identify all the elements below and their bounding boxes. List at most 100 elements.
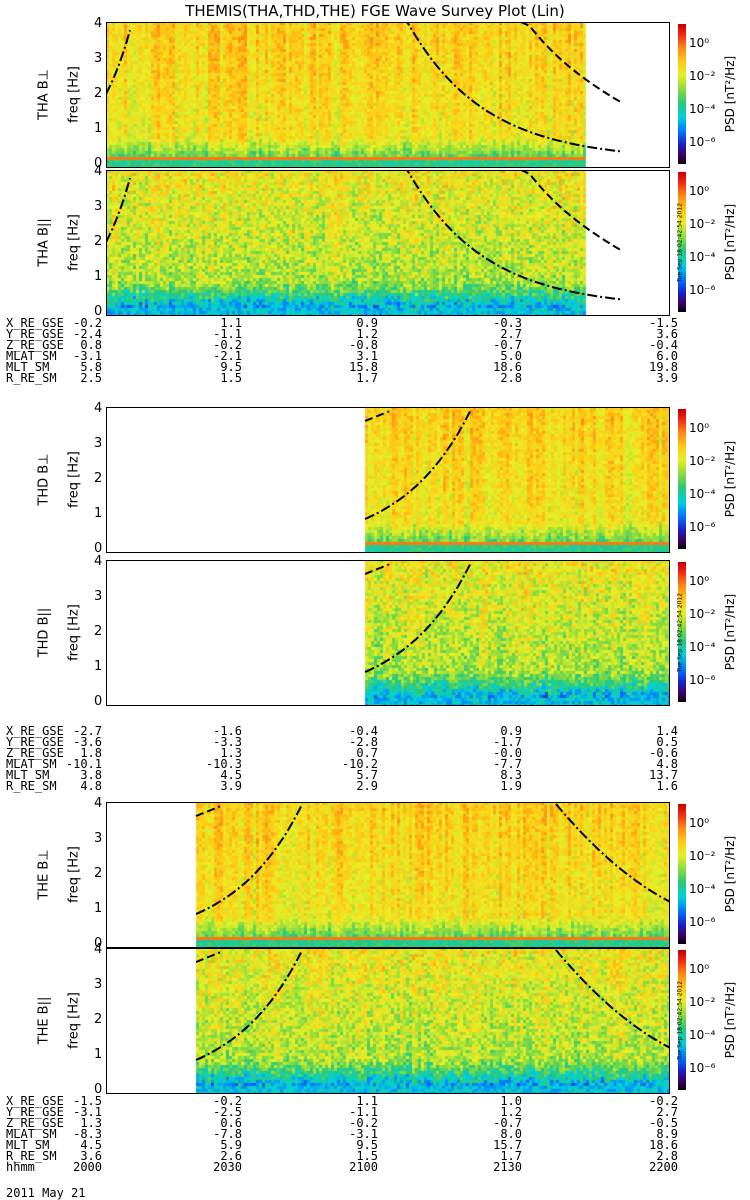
y-tick-label: 4 xyxy=(94,16,103,31)
ephemeris-value: -0.2 xyxy=(213,1094,242,1108)
ephemeris-value: 5.0 xyxy=(500,349,522,363)
chart-title: THEMIS(THA,THD,THE) FGE Wave Survey Plot… xyxy=(185,2,565,20)
ephemeris-value: 1.5 xyxy=(356,1149,378,1163)
ephemeris-row-name: Z_RE_GSE xyxy=(6,746,64,760)
ephemeris-row: Z_RE_GSE 1.8 1.3 0.7 -0.0 -0.6 xyxy=(6,746,746,760)
cyclotron-curve xyxy=(106,29,131,95)
colorbar-tick-label: 10⁻⁴ xyxy=(689,1028,716,1042)
y-tick-label: 3 xyxy=(94,51,103,66)
ephemeris-value: 6.0 xyxy=(656,349,678,363)
ephemeris-value: -7.7 xyxy=(493,757,522,771)
ephemeris-row-name: R_RE_SM xyxy=(6,779,57,793)
colorbar-tick-label: 10⁰ xyxy=(689,574,710,588)
ephemeris-row-name: MLT_SM xyxy=(6,360,50,374)
ephemeris-value: -2.8 xyxy=(349,735,378,749)
plot-frame xyxy=(106,560,670,706)
colorbar-label: PSD [nT²/Hz] xyxy=(723,55,737,133)
cyclotron-curves xyxy=(195,803,670,915)
ephemeris-value: 8.0 xyxy=(500,1127,522,1141)
ephemeris-value: -0.2 xyxy=(73,316,102,330)
ephemeris-row-name: MLAT_SM xyxy=(6,757,57,771)
colorbar-tick-label: 10⁻² xyxy=(689,995,716,1009)
ephemeris-value: -1.5 xyxy=(73,1094,102,1108)
panel-ylabel: THE B⊥ xyxy=(36,849,52,900)
cyclotron-curve xyxy=(195,952,302,1061)
plot-frame xyxy=(106,948,670,1094)
cyclotron-curve xyxy=(364,564,471,673)
ephemeris-value: 2100 xyxy=(349,1160,378,1174)
ephemeris-value: 3.6 xyxy=(656,327,678,341)
ephemeris-value: -3.1 xyxy=(73,349,102,363)
ephemeris-row-name: Z_RE_GSE xyxy=(6,1116,64,1130)
ephemeris-value: -2.7 xyxy=(73,724,102,738)
ephemeris-value: -3.1 xyxy=(73,1105,102,1119)
ephemeris-value: -3.3 xyxy=(213,735,242,749)
plot-frame xyxy=(106,802,670,948)
ephemeris-row: MLAT_SM -8.3 -7.8 -3.1 8.0 8.9 xyxy=(6,1127,746,1141)
ephemeris-value: -1.1 xyxy=(349,1105,378,1119)
ephemeris-row-name: MLT_SM xyxy=(6,1138,50,1152)
ephemeris-value: 1.3 xyxy=(80,1116,102,1130)
ephemeris-value: 5.8 xyxy=(80,360,102,374)
y-tick-label: 1 xyxy=(94,659,103,674)
ephemeris-value: 2130 xyxy=(493,1160,522,1174)
ephemeris-value: 2.9 xyxy=(356,779,378,793)
panel-ylabel: THA B⊥ xyxy=(36,69,52,120)
ephemeris-value: 1.2 xyxy=(356,327,378,341)
ephemeris-row-name: MLT_SM xyxy=(6,768,50,782)
ephemeris-row-name: MLAT_SM xyxy=(6,349,57,363)
spectrogram-image xyxy=(106,948,670,1094)
colorbar-label: PSD [nT²/Hz] xyxy=(723,203,737,281)
colorbar-tick-label: 10⁻⁴ xyxy=(689,882,716,896)
cyclotron-curve xyxy=(364,563,390,575)
ephemeris-value: -1.1 xyxy=(213,327,242,341)
y-tick-label: 0 xyxy=(94,936,103,951)
ephemeris-table: X_RE_GSE -0.2 1.1 0.9 -0.3 -1.5 Y_RE_GSE -2.4 -1… xyxy=(6,316,746,385)
timestamp-stamp: Tue Sep 18 02:42:54 2012 xyxy=(676,202,684,283)
ephemeris-row: MLAT_SM -10.1 -10.3 -10.2 -7.7 4.8 xyxy=(6,757,746,771)
timestamp-stamp: Tue Sep 18 02:42:54 2012 xyxy=(676,980,684,1061)
y-tick-label: 1 xyxy=(94,506,103,521)
colorbar-tick-label: 10⁰ xyxy=(689,816,710,830)
panel-ylabel: THD B⊥ xyxy=(36,453,52,506)
ephemeris-value: 2200 xyxy=(649,1160,678,1174)
colorbar-tick-label: 10⁻⁴ xyxy=(689,487,716,501)
ephemeris-value: -10.2 xyxy=(341,757,378,771)
y-tick-label: 2 xyxy=(94,1012,103,1027)
ephemeris-value: 3.6 xyxy=(80,1149,102,1163)
colorbar-tick-label: 10⁻⁶ xyxy=(689,283,716,297)
ephemeris-value: 0.9 xyxy=(356,316,378,330)
ephemeris-row-name: Y_RE_GSE xyxy=(6,327,64,341)
colorbar-tick-label: 10⁻² xyxy=(689,607,716,621)
ephemeris-value: 1.8 xyxy=(80,746,102,760)
ephemeris-value: 1.1 xyxy=(356,1094,378,1108)
ephemeris-row-name: hhmm xyxy=(6,1160,35,1174)
ephemeris-value: 1.6 xyxy=(656,779,678,793)
ephemeris-value: -0.4 xyxy=(349,724,378,738)
y-tick-label: 2 xyxy=(94,471,103,486)
ephemeris-value: 4.5 xyxy=(80,1138,102,1152)
ephemeris-value: 9.5 xyxy=(220,360,242,374)
ephemeris-value: 3.9 xyxy=(656,371,678,385)
panel-ylabel: THA B|| xyxy=(36,218,52,267)
panel-ylabel-units: freq [Hz] xyxy=(66,66,82,123)
colorbar-tick-label: 10⁻⁶ xyxy=(689,915,716,929)
ephemeris-row: R_RE_SM 3.6 2.6 1.5 1.7 2.8 xyxy=(6,1149,746,1163)
ephemeris-row: MLT_SM 5.8 9.5 15.8 18.6 19.8 xyxy=(6,360,746,374)
y-tick-label: 0 xyxy=(94,694,103,709)
ephemeris-value: -3.6 xyxy=(73,735,102,749)
ephemeris-table: X_RE_GSE -1.5 -0.2 1.1 1.0 -0.2 Y_RE_GSE -3.1 -2… xyxy=(6,1094,746,1174)
colorbar xyxy=(678,409,686,549)
colorbar-tick-label: 10⁻² xyxy=(689,454,716,468)
cyclotron-curves xyxy=(195,949,670,1061)
colorbar-tick-label: 10⁻⁶ xyxy=(689,1061,716,1075)
ephemeris-value: 1.1 xyxy=(220,316,242,330)
ephemeris-row-name: X_RE_GSE xyxy=(6,724,64,738)
y-tick-label: 4 xyxy=(94,554,103,569)
spectrogram-panel: THA B|| freq [Hz] 4 3 2 1 0 10⁰ 10⁻² 10⁻⁴ 10⁻⁶ PSD … xyxy=(0,164,750,319)
ephemeris-value: 1.5 xyxy=(220,371,242,385)
ephemeris-value: 5.9 xyxy=(220,1138,242,1152)
ephemeris-value: 9.5 xyxy=(356,1138,378,1152)
spectrogram-image xyxy=(106,802,670,948)
ephemeris-value: 3.9 xyxy=(220,779,242,793)
